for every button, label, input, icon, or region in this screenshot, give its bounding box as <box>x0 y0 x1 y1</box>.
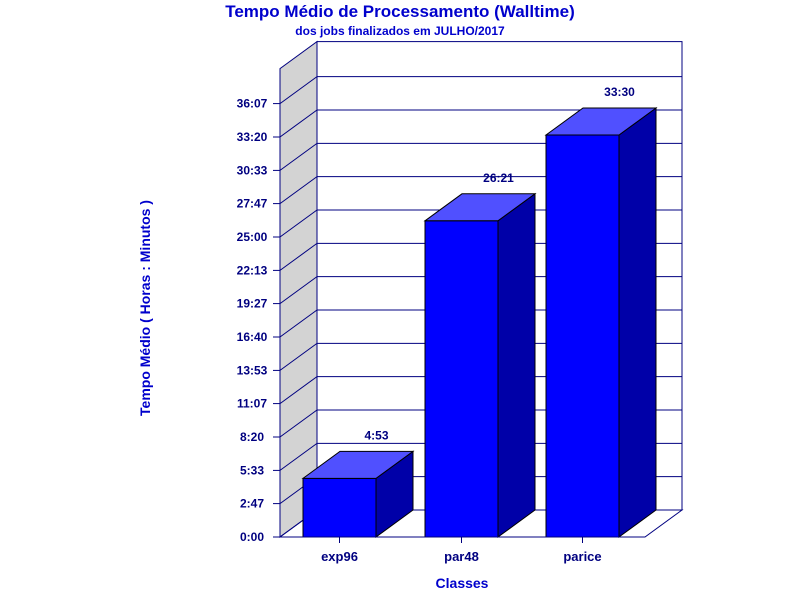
bar <box>424 220 499 538</box>
grid-line-diagonal <box>279 242 318 271</box>
grid-line-diagonal <box>279 142 318 171</box>
grid-line-diagonal <box>279 76 318 104</box>
x-tick-label: parice <box>563 549 601 564</box>
y-tick-label: 22:13 <box>237 263 268 277</box>
y-tick-label: 16:40 <box>237 330 268 344</box>
bar <box>545 134 620 538</box>
grid-line-diagonal <box>279 376 318 404</box>
bar-top <box>544 107 658 136</box>
y-tick-label: 5:33 <box>240 463 264 477</box>
y-tick-label: 2:47 <box>240 497 264 511</box>
data-label: 4:53 <box>364 428 388 442</box>
y-tick-label: 11:07 <box>237 397 267 411</box>
bars: 4:53 26:21 33:30 <box>301 85 658 538</box>
bar-parice: 33:30 <box>544 85 658 538</box>
grid-line-diagonal <box>279 442 318 471</box>
grid-line-diagonal <box>279 209 318 238</box>
bar-exp96: 4:53 <box>301 428 415 538</box>
y-tick-label: 27:47 <box>237 197 268 211</box>
grid-line-diagonal <box>279 343 318 371</box>
chart-title: Tempo Médio de Processamento (Walltime) <box>225 2 575 21</box>
x-axis-categories: exp96 par48 parice <box>280 536 645 564</box>
y-axis-label: Tempo Médio ( Horas : Minutos ) <box>137 200 153 416</box>
grid-line-diagonal <box>279 176 318 205</box>
bar-par48: 26:21 <box>423 171 537 538</box>
side-wall <box>279 40 318 538</box>
y-tick-label: 19:27 <box>237 297 268 311</box>
bar <box>302 477 377 538</box>
bar-side <box>497 192 536 538</box>
y-tick-label: 33:20 <box>237 130 268 144</box>
grid-line-diagonal <box>279 276 318 305</box>
data-label: 26:21 <box>483 171 514 185</box>
data-label: 33:30 <box>604 85 635 99</box>
grid-line-diagonal <box>279 109 318 138</box>
y-axis-ticks: 0:00 2:47 5:33 8:20 11:07 13:53 16:40 19:27 22:1… <box>237 68 281 544</box>
y-tick-label: 25:00 <box>237 230 268 244</box>
bar-side <box>618 107 657 538</box>
y-tick-label: 0:00 <box>240 530 264 544</box>
y-tick-label: 36:07 <box>237 97 268 111</box>
x-tick-label: par48 <box>444 549 479 564</box>
y-tick-label: 13:53 <box>237 363 268 377</box>
y-tick-label: 8:20 <box>240 430 264 444</box>
bar-top <box>423 193 537 222</box>
y-tick-label: 30:33 <box>237 163 268 177</box>
grid-line-diagonal <box>279 409 318 438</box>
chart-subtitle: dos jobs finalizados em JULHO/2017 <box>295 24 505 38</box>
bar-top <box>301 450 415 479</box>
x-axis-label: Classes <box>436 575 489 591</box>
grid-line-diagonal <box>279 309 318 338</box>
x-tick-label: exp96 <box>321 549 358 564</box>
